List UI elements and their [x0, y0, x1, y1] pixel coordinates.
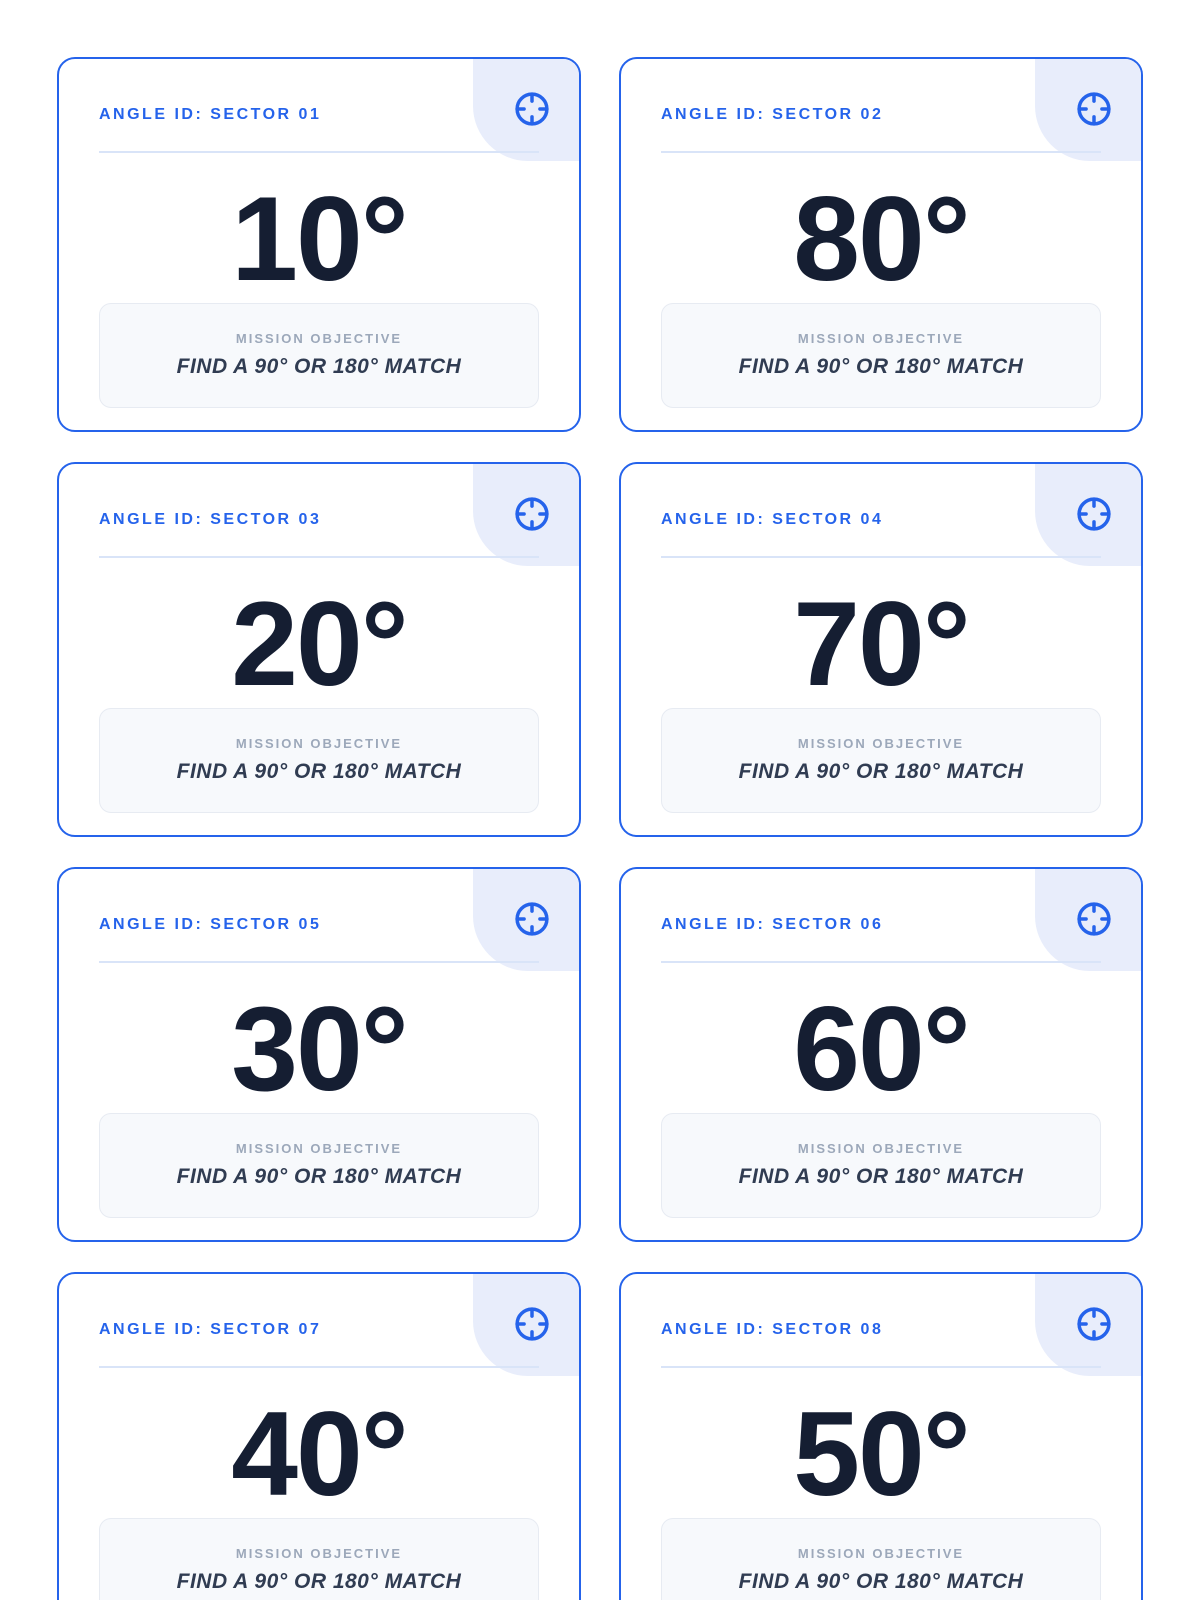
crosshair-icon [515, 902, 549, 936]
angle-card[interactable]: ANGLE ID: SECTOR 07 40° MISSION OBJECTIV… [57, 1272, 581, 1600]
angle-card[interactable]: ANGLE ID: SECTOR 02 80° MISSION OBJECTIV… [619, 57, 1143, 432]
crosshair-icon [515, 497, 549, 531]
card-corner-decoration [1035, 1274, 1141, 1376]
angle-card[interactable]: ANGLE ID: SECTOR 05 30° MISSION OBJECTIV… [57, 867, 581, 1242]
crosshair-icon [1077, 1307, 1111, 1341]
card-header: ANGLE ID: SECTOR 08 [661, 1320, 1101, 1340]
card-corner-decoration [473, 464, 579, 566]
mission-objective-label: MISSION OBJECTIVE [797, 331, 965, 346]
mission-objective-box: MISSION OBJECTIVE FIND A 90° OR 180° MAT… [99, 1517, 539, 1600]
angle-card[interactable]: ANGLE ID: SECTOR 04 70° MISSION OBJECTIV… [619, 462, 1143, 837]
angle-value: 60° [793, 981, 970, 1116]
header-divider [661, 1366, 1101, 1368]
angle-value: 70° [793, 576, 970, 711]
mission-objective-box: MISSION OBJECTIVE FIND A 90° OR 180° MAT… [661, 302, 1101, 408]
header-divider [661, 556, 1101, 558]
angle-value: 30° [231, 981, 408, 1116]
card-corner-decoration [1035, 869, 1141, 971]
angle-id-label: ANGLE ID: SECTOR 02 [661, 106, 884, 123]
header-divider [661, 961, 1101, 963]
mission-objective-label: MISSION OBJECTIVE [235, 736, 403, 751]
mission-objective-box: MISSION OBJECTIVE FIND A 90° OR 180° MAT… [661, 1112, 1101, 1218]
mission-objective-label: MISSION OBJECTIVE [797, 1546, 965, 1561]
card-header: ANGLE ID: SECTOR 05 [99, 915, 539, 935]
angle-id-label: ANGLE ID: SECTOR 04 [661, 511, 884, 528]
card-header: ANGLE ID: SECTOR 06 [661, 915, 1101, 935]
mission-objective-text: FIND A 90° OR 180° MATCH [176, 1165, 462, 1188]
angle-card[interactable]: ANGLE ID: SECTOR 03 20° MISSION OBJECTIV… [57, 462, 581, 837]
mission-objective-label: MISSION OBJECTIVE [797, 736, 965, 751]
crosshair-icon [1077, 497, 1111, 531]
mission-objective-label: MISSION OBJECTIVE [235, 331, 403, 346]
card-header: ANGLE ID: SECTOR 07 [99, 1320, 539, 1340]
card-corner-decoration [473, 1274, 579, 1376]
angle-value: 20° [231, 576, 408, 711]
header-divider [661, 151, 1101, 153]
card-corner-decoration [473, 59, 579, 161]
card-header: ANGLE ID: SECTOR 03 [99, 510, 539, 530]
card-corner-decoration [1035, 464, 1141, 566]
mission-objective-text: FIND A 90° OR 180° MATCH [738, 1165, 1024, 1188]
card-header: ANGLE ID: SECTOR 04 [661, 510, 1101, 530]
card-corner-decoration [473, 869, 579, 971]
card-header: ANGLE ID: SECTOR 02 [661, 105, 1101, 125]
angle-card[interactable]: ANGLE ID: SECTOR 01 10° MISSION OBJECTIV… [57, 57, 581, 432]
angle-card[interactable]: ANGLE ID: SECTOR 08 50° MISSION OBJECTIV… [619, 1272, 1143, 1600]
angle-id-label: ANGLE ID: SECTOR 05 [99, 916, 322, 933]
mission-objective-label: MISSION OBJECTIVE [235, 1546, 403, 1561]
angle-id-label: ANGLE ID: SECTOR 03 [99, 511, 322, 528]
mission-objective-text: FIND A 90° OR 180° MATCH [176, 760, 462, 783]
mission-objective-text: FIND A 90° OR 180° MATCH [738, 355, 1024, 378]
mission-objective-box: MISSION OBJECTIVE FIND A 90° OR 180° MAT… [661, 707, 1101, 813]
card-corner-decoration [1035, 59, 1141, 161]
mission-objective-label: MISSION OBJECTIVE [235, 1141, 403, 1156]
header-divider [99, 1366, 539, 1368]
angle-value: 80° [793, 171, 970, 306]
angle-id-label: ANGLE ID: SECTOR 06 [661, 916, 884, 933]
angle-value: 50° [793, 1386, 970, 1521]
mission-objective-box: MISSION OBJECTIVE FIND A 90° OR 180° MAT… [661, 1517, 1101, 1600]
header-divider [99, 961, 539, 963]
mission-objective-box: MISSION OBJECTIVE FIND A 90° OR 180° MAT… [99, 707, 539, 813]
angle-value: 10° [231, 171, 408, 306]
mission-objective-text: FIND A 90° OR 180° MATCH [738, 760, 1024, 783]
mission-objective-text: FIND A 90° OR 180° MATCH [738, 1570, 1024, 1593]
card-header: ANGLE ID: SECTOR 01 [99, 105, 539, 125]
mission-objective-text: FIND A 90° OR 180° MATCH [176, 1570, 462, 1593]
crosshair-icon [1077, 92, 1111, 126]
header-divider [99, 556, 539, 558]
mission-objective-text: FIND A 90° OR 180° MATCH [176, 355, 462, 378]
crosshair-icon [1077, 902, 1111, 936]
crosshair-icon [515, 1307, 549, 1341]
header-divider [99, 151, 539, 153]
angle-id-label: ANGLE ID: SECTOR 07 [99, 1321, 322, 1338]
crosshair-icon [515, 92, 549, 126]
mission-objective-label: MISSION OBJECTIVE [797, 1141, 965, 1156]
angle-value: 40° [231, 1386, 408, 1521]
mission-objective-box: MISSION OBJECTIVE FIND A 90° OR 180° MAT… [99, 302, 539, 408]
mission-objective-box: MISSION OBJECTIVE FIND A 90° OR 180° MAT… [99, 1112, 539, 1218]
angle-id-label: ANGLE ID: SECTOR 01 [99, 106, 322, 123]
angle-card[interactable]: ANGLE ID: SECTOR 06 60° MISSION OBJECTIV… [619, 867, 1143, 1242]
angle-id-label: ANGLE ID: SECTOR 08 [661, 1321, 884, 1338]
